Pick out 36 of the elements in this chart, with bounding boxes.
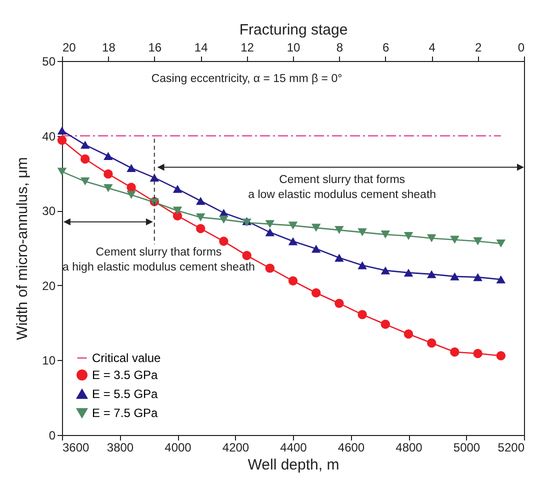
x2-tick-label: 2: [474, 40, 482, 54]
x-tick-label: 3600: [62, 440, 90, 454]
y-tick-label: 50: [42, 54, 56, 68]
legend-label: E = 7.5 GPa: [92, 406, 158, 420]
x2-tick-label: 12: [240, 40, 254, 54]
x2-tick-label: 18: [102, 40, 116, 54]
x2-tick-label: 20: [62, 40, 76, 54]
y-tick-label: 20: [42, 278, 56, 293]
y-axis-title: Width of micro-annulus, μm: [14, 157, 32, 340]
x-tick-label: 4800: [396, 440, 423, 454]
annotation: Cement slurry that forms a high elastic modulus cement sheath: [62, 246, 255, 274]
legend-label: E = 3.5 GPa: [92, 368, 158, 382]
x2-tick-label: 16: [148, 40, 162, 54]
x-tick-label: 5000: [453, 440, 480, 454]
y-tick-label: 40: [42, 129, 56, 144]
x-axis-title: Well depth, m: [248, 456, 340, 474]
legend-label: Critical value: [92, 351, 162, 365]
x-tick-label: 4600: [338, 440, 365, 454]
annotation: Casing eccentricity, α = 15 mm β = 0°: [151, 72, 342, 85]
x2-axis-title: Fracturing stage: [239, 22, 348, 38]
x2-tick-label: 10: [286, 40, 300, 54]
x-tick-label: 5200: [498, 440, 525, 454]
y-tick-label: 30: [42, 204, 56, 218]
x-tick-label: 4000: [164, 440, 192, 454]
x-tick-label: 4400: [280, 440, 308, 454]
x2-tick-label: 6: [382, 40, 390, 54]
legend-label: E = 5.5 GPa: [92, 387, 158, 401]
y-tick-label: 10: [42, 354, 56, 368]
x2-tick-label: 14: [194, 40, 208, 54]
x-tick-label: 4200: [222, 440, 250, 454]
x2-tick-label: 0: [518, 40, 525, 54]
y-tick-label: 0: [48, 428, 56, 442]
annotation: Cement slurry that forms a low elastic modulus cement sheath: [248, 174, 436, 201]
x-tick-label: 3800: [106, 440, 134, 454]
x2-tick-label: 4: [428, 40, 436, 54]
x2-tick-label: 8: [336, 40, 344, 54]
